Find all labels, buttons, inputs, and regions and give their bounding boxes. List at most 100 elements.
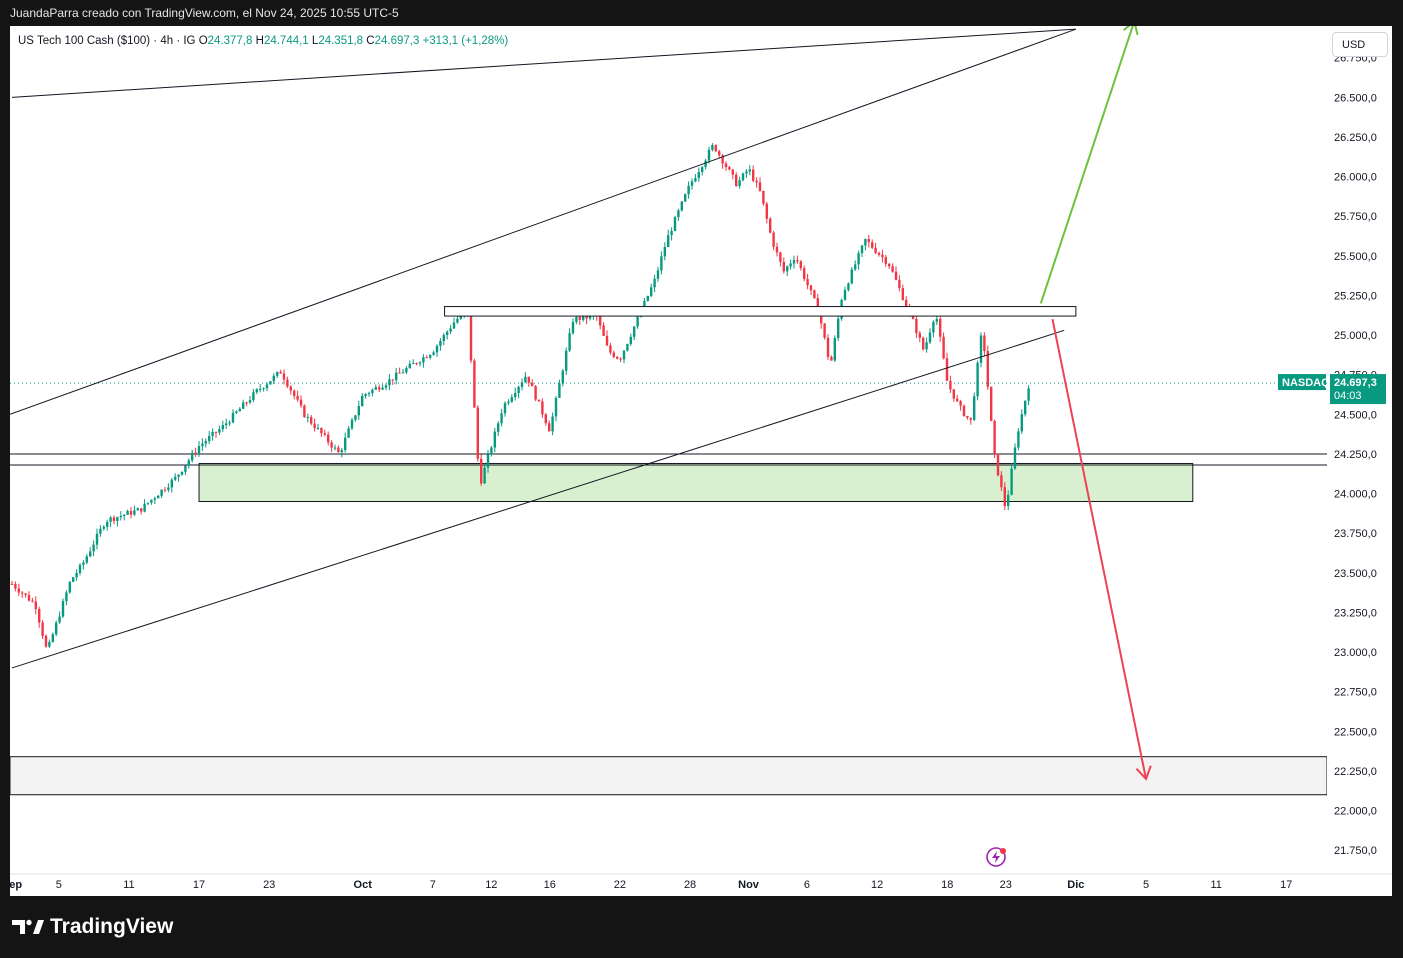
candle	[915, 313, 918, 338]
candle	[939, 314, 942, 342]
candle-body	[320, 428, 323, 434]
candle-body	[296, 395, 299, 400]
candle-body	[238, 408, 241, 412]
candle-body	[962, 405, 966, 416]
price-tick-label: 23.500,0	[1334, 568, 1377, 580]
candle	[391, 379, 394, 385]
candle-body	[493, 431, 496, 448]
candle	[218, 425, 221, 435]
candle	[456, 316, 459, 324]
candle	[558, 379, 561, 398]
candle-body	[932, 321, 935, 333]
candle-body	[667, 235, 670, 248]
candle-body	[34, 601, 37, 610]
candle-body	[51, 634, 54, 642]
candle	[177, 474, 180, 482]
candle	[510, 394, 513, 404]
candle-body	[276, 372, 279, 376]
candle	[775, 242, 779, 257]
time-tick-label: 17	[1280, 879, 1292, 891]
candle	[891, 263, 894, 273]
candle-body	[711, 144, 714, 150]
candle	[806, 273, 809, 290]
candle	[310, 414, 313, 426]
candle	[255, 388, 258, 395]
candle-body	[350, 419, 354, 429]
time-tick-label: Dic	[1067, 879, 1084, 891]
candle-body	[242, 402, 245, 409]
candle-body	[922, 337, 925, 350]
candle-body	[701, 167, 704, 173]
candle	[677, 208, 680, 221]
candle	[231, 409, 235, 424]
candle-body	[653, 278, 656, 288]
candle	[962, 404, 966, 417]
candle	[728, 165, 731, 171]
candle	[537, 399, 541, 402]
candle-body	[554, 397, 558, 417]
chart-panel[interactable]: 21.750,0 22.000,0 22.250,0 22.500,0 22.750,0…	[10, 26, 1392, 896]
candle-body	[925, 342, 928, 350]
candle-body	[568, 333, 571, 351]
candle-body	[65, 592, 68, 602]
candle-body	[391, 379, 394, 381]
candle-body	[843, 290, 847, 300]
candle-body	[724, 163, 728, 168]
candle	[293, 389, 296, 400]
candle	[507, 399, 510, 406]
candle	[670, 227, 673, 241]
price-tick-label: 23.250,0	[1334, 607, 1377, 619]
candle	[401, 368, 405, 374]
candle-body	[534, 386, 537, 400]
candle	[578, 315, 581, 326]
candle-body	[191, 452, 194, 461]
candle	[167, 483, 170, 493]
time-tick-label: 7	[430, 879, 436, 891]
candle	[211, 428, 214, 441]
candle	[544, 412, 547, 426]
candle-body	[524, 376, 527, 383]
candle	[874, 242, 877, 255]
candle	[371, 388, 374, 397]
candle	[949, 375, 952, 393]
candle	[38, 606, 41, 628]
candle	[116, 516, 119, 527]
candle	[191, 449, 194, 463]
symbol-tag	[1278, 374, 1326, 391]
candle	[602, 322, 605, 337]
candle-body	[255, 389, 258, 393]
candle	[242, 399, 245, 409]
candle	[442, 333, 445, 346]
candle-body	[854, 264, 857, 270]
drawings-layer	[10, 26, 1152, 867]
candle	[405, 365, 408, 375]
open-value: 24.377,8	[207, 35, 253, 47]
symbol-legend: US Tech 100 Cash ($100) · 4h · IG O24.37…	[18, 35, 508, 47]
candle	[619, 357, 622, 363]
candle	[565, 347, 568, 376]
time-tick-label: 5	[56, 879, 62, 891]
candle-body	[942, 336, 945, 359]
candle-body	[286, 379, 289, 387]
tradingview-logo[interactable]: TradingView	[12, 915, 173, 939]
candle	[697, 167, 700, 182]
candle	[633, 326, 636, 341]
candle-body	[354, 415, 357, 420]
candle-body	[891, 266, 894, 272]
currency-button[interactable]: USD	[1332, 32, 1388, 57]
candle-body	[650, 287, 653, 296]
candle	[500, 408, 503, 427]
candle	[704, 158, 707, 170]
candle	[228, 420, 231, 427]
candle	[796, 255, 799, 264]
low-label: L	[311, 35, 319, 47]
price-chart[interactable]: 21.750,0 22.000,0 22.250,0 22.500,0 22.750,0…	[10, 26, 1392, 896]
candle	[238, 407, 241, 412]
candle	[187, 458, 190, 469]
candle	[898, 275, 901, 292]
candle-body	[303, 405, 306, 418]
candle	[265, 382, 269, 392]
candle	[279, 369, 282, 374]
candle	[153, 496, 156, 505]
close-value: 24.697,3	[374, 35, 420, 47]
